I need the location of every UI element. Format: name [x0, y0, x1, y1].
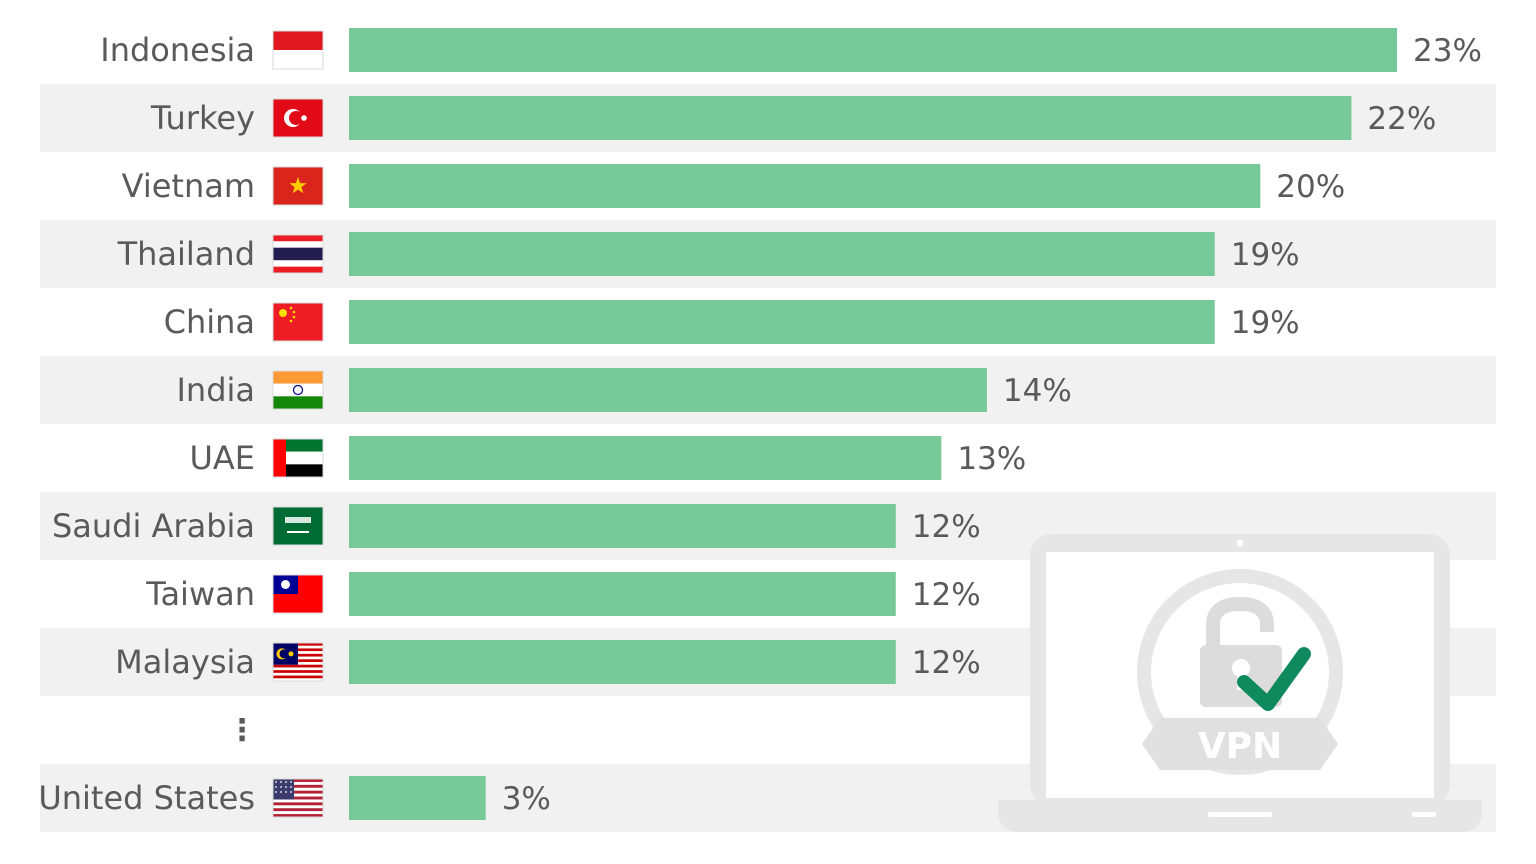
vietnam-flag-icon	[272, 166, 324, 206]
category-label: Indonesia	[100, 31, 255, 69]
category-label: Saudi Arabia	[52, 507, 255, 545]
bar	[349, 96, 1352, 140]
laptop-icon: VPN	[998, 534, 1482, 832]
bar	[349, 232, 1215, 276]
vpn-badge-text: VPN	[1198, 726, 1282, 767]
value-label: 3%	[502, 781, 551, 817]
flags	[272, 30, 324, 818]
malaysia-flag-icon	[272, 642, 324, 682]
category-label: Vietnam	[122, 167, 255, 205]
vpn-ribbon	[1142, 718, 1338, 770]
value-label: 19%	[1231, 305, 1300, 341]
thailand-flag-icon	[272, 234, 324, 274]
bars	[349, 28, 1397, 820]
bar	[349, 776, 486, 820]
bar	[349, 640, 896, 684]
category-label: Turkey	[150, 99, 255, 137]
category-labels: ⋮ Indonesia Turkey Vietnam Thailand China Indi…	[38, 31, 257, 817]
saudi-arabia-flag-icon	[272, 506, 324, 546]
bar	[349, 368, 987, 412]
value-label: 22%	[1367, 101, 1436, 137]
value-labels: 23% 22% 20% 19% 19% 14% 13% 12% 12% 12% 3%	[502, 33, 1482, 817]
value-label: 12%	[912, 645, 981, 681]
indonesia-flag-icon	[272, 30, 324, 70]
taiwan-flag-icon	[272, 574, 324, 614]
category-label: UAE	[189, 439, 255, 477]
checkmark-icon	[1237, 647, 1311, 711]
value-label: 12%	[912, 509, 981, 545]
category-label: United States	[38, 779, 255, 817]
value-label: 13%	[957, 441, 1026, 477]
category-label: Thailand	[117, 235, 255, 273]
category-label: Malaysia	[115, 643, 255, 681]
bar	[349, 504, 896, 548]
uae-flag-icon	[272, 438, 324, 478]
united-states-flag-icon	[272, 778, 324, 818]
category-label: India	[176, 371, 255, 409]
india-flag-icon	[272, 370, 324, 410]
value-label: 23%	[1413, 33, 1482, 69]
bar	[349, 572, 896, 616]
value-label: 14%	[1003, 373, 1072, 409]
value-label: 20%	[1276, 169, 1345, 205]
value-label: 19%	[1231, 237, 1300, 273]
value-label: 12%	[912, 577, 981, 613]
category-label: Taiwan	[145, 575, 255, 613]
bar	[349, 436, 942, 480]
gap-ellipsis: ⋮	[227, 713, 257, 748]
china-flag-icon	[272, 302, 324, 342]
bar	[349, 300, 1215, 344]
bar	[349, 164, 1261, 208]
category-label: China	[164, 303, 255, 341]
bar	[349, 28, 1397, 72]
vpn-badge: VPN	[1137, 569, 1343, 775]
turkey-flag-icon	[272, 98, 324, 138]
